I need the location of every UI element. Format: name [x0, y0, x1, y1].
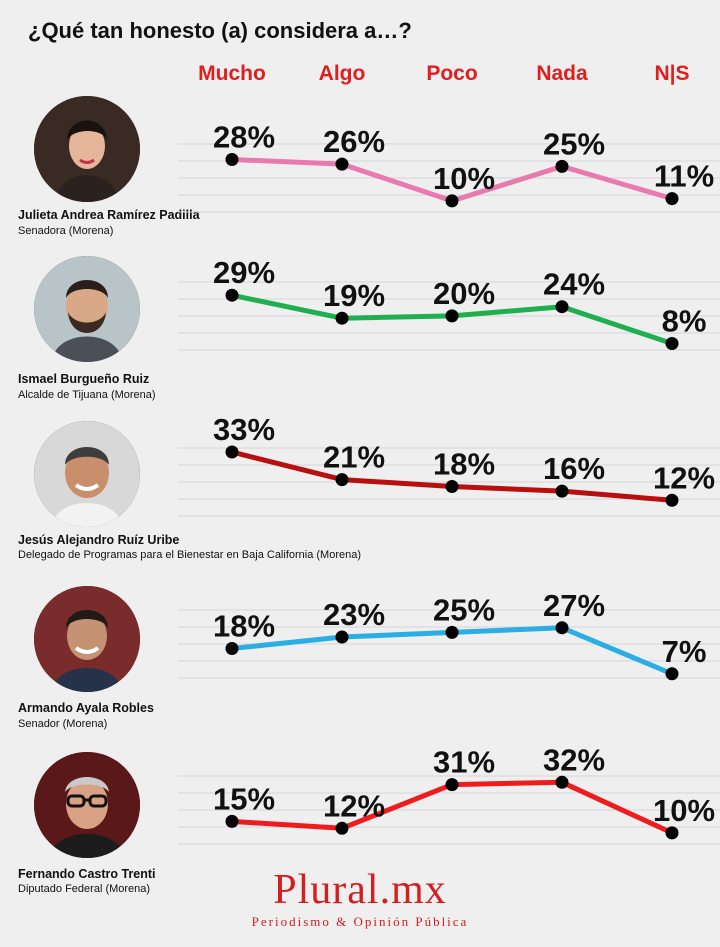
data-label: 28%: [213, 120, 275, 155]
category-label-ns: N|S: [654, 62, 690, 85]
data-point: [665, 192, 679, 206]
data-label: 23%: [323, 597, 385, 632]
data-point: [445, 194, 459, 208]
portrait-illustration-icon: [34, 256, 140, 362]
category-label-mucho: Mucho: [198, 62, 266, 85]
data-point: [555, 775, 569, 789]
data-label: 27%: [543, 588, 605, 623]
data-label: 33%: [213, 412, 275, 447]
category-label-poco: Poco: [426, 62, 478, 85]
data-label: 32%: [543, 742, 605, 777]
data-point: [445, 480, 459, 493]
person-name: Jesús Alejandro Ruíz Uribe: [18, 533, 180, 547]
data-label: 20%: [433, 276, 495, 311]
person-role: Delegado de Programas para el Bienestar …: [18, 549, 362, 561]
data-label: 29%: [213, 255, 275, 290]
data-label: 24%: [543, 267, 605, 302]
person-role: Senadora (Morena): [18, 225, 114, 237]
data-point: [445, 309, 459, 323]
data-point: [335, 311, 349, 325]
portrait-illustration-icon: [34, 752, 140, 858]
data-label: 25%: [543, 126, 605, 161]
data-label: 10%: [433, 161, 495, 196]
person-name: Julieta Andrea Ramírez Padilla: [18, 208, 200, 222]
data-point: [665, 337, 679, 350]
data-label: 18%: [213, 609, 275, 644]
brand-tagline: Periodismo & Opinión Pública: [251, 914, 469, 929]
data-label: 12%: [653, 460, 715, 495]
data-point: [555, 484, 569, 498]
data-label: 8%: [662, 304, 707, 339]
data-point: [555, 300, 569, 314]
person-role: Diputado Federal (Morena): [18, 883, 151, 895]
data-point: [225, 642, 239, 655]
data-label: 31%: [433, 745, 495, 780]
data-label: 21%: [323, 440, 385, 475]
data-point: [555, 159, 569, 173]
data-label: 19%: [323, 278, 385, 313]
data-point: [445, 625, 459, 639]
data-label: 16%: [543, 451, 605, 486]
data-label: 11%: [654, 159, 714, 194]
brand-logo: Plural.mx: [273, 867, 447, 913]
data-label: 25%: [433, 592, 495, 627]
data-label: 26%: [323, 124, 385, 159]
data-point: [445, 778, 459, 792]
data-label: 10%: [653, 793, 715, 828]
person-role: Senador (Morena): [18, 718, 108, 730]
data-label: 12%: [323, 788, 385, 823]
data-label: 18%: [433, 447, 495, 482]
avatar-photo: [34, 752, 140, 858]
person-role: Alcalde de Tijuana (Morena): [18, 389, 156, 401]
data-point: [665, 826, 679, 840]
category-label-algo: Algo: [318, 62, 366, 85]
person-name: Armando Ayala Robles: [18, 701, 154, 715]
data-point: [555, 621, 569, 635]
data-point: [335, 473, 349, 487]
category-label-nada: Nada: [536, 62, 588, 85]
person-name: Fernando Castro Trenti: [18, 867, 156, 881]
data-point: [335, 630, 349, 644]
data-point: [225, 814, 239, 828]
chart-title: ¿Qué tan honesto (a) considera a…?: [28, 18, 412, 43]
data-point: [225, 153, 239, 166]
data-point: [225, 288, 239, 302]
portrait-illustration-icon: [34, 586, 140, 692]
data-point: [335, 821, 349, 835]
avatar-photo: [34, 421, 140, 527]
portrait-illustration-icon: [34, 421, 140, 527]
portrait-illustration-icon: [34, 96, 140, 202]
avatar-photo: [34, 96, 140, 202]
data-point: [665, 667, 679, 681]
avatar-photo: [34, 586, 140, 692]
avatar-photo: [34, 256, 140, 362]
data-label: 7%: [662, 634, 707, 669]
data-point: [665, 493, 679, 507]
data-point: [225, 445, 239, 459]
data-point: [335, 157, 349, 171]
data-label: 15%: [213, 781, 275, 816]
person-name: Ismael Burgueño Ruiz: [18, 372, 150, 386]
